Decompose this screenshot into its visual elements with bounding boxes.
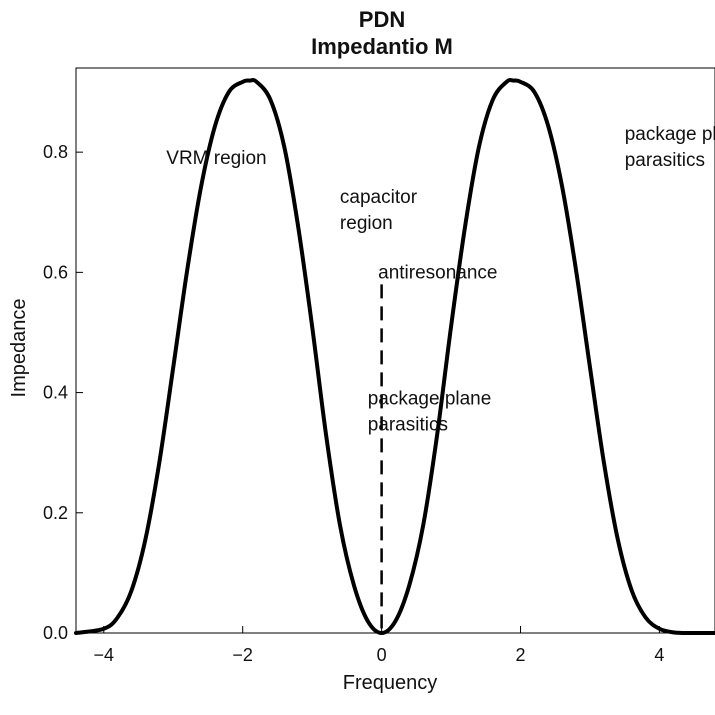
annotation-line: VRM region	[166, 148, 266, 169]
x-tick-label: 2	[516, 645, 526, 665]
chart-annotation: package plane parasitics	[625, 124, 715, 171]
y-tick-label: 0.8	[43, 142, 68, 162]
x-tick-label: 0	[377, 645, 387, 665]
y-tick-label: 0.4	[43, 383, 68, 403]
x-tick-label: −2	[232, 645, 253, 665]
y-tick-label: 0.2	[43, 503, 68, 523]
chart-annotation: package plane parasitics	[368, 389, 492, 436]
y-tick-label: 0.6	[43, 262, 68, 282]
chart-annotation: VRM region	[166, 148, 266, 169]
annotations: VRM region capacitor region antiresonance pa…	[166, 124, 715, 435]
annotation-line: antiresonance	[378, 262, 497, 283]
y-tick-label: 0.0	[43, 623, 68, 643]
annotation-line: parasitics	[625, 150, 705, 171]
chart-annotation: capacitor region	[340, 187, 418, 234]
chart-title: PDN	[359, 7, 405, 32]
x-axis-label: Frequency	[343, 672, 438, 694]
y-axis: 0.0 0.2 0.4 0.6 0.8	[43, 142, 83, 643]
x-tick-label: 4	[654, 645, 664, 665]
annotation-line: region	[340, 213, 393, 234]
x-tick-label: −4	[94, 645, 115, 665]
plot-frame	[75, 67, 715, 634]
annotation-line: package plane	[625, 124, 715, 145]
y-axis-label: Impedance	[8, 299, 30, 398]
impedance-curve	[74, 78, 715, 636]
annotation-line: parasitics	[368, 415, 448, 436]
chart-subtitle: Impedantio M	[311, 34, 453, 59]
chart-annotation: antiresonance	[378, 262, 497, 283]
x-axis: −4 −2 0 2 4	[94, 626, 664, 665]
annotation-line: capacitor	[340, 187, 418, 208]
annotation-line: package plane	[368, 389, 492, 410]
